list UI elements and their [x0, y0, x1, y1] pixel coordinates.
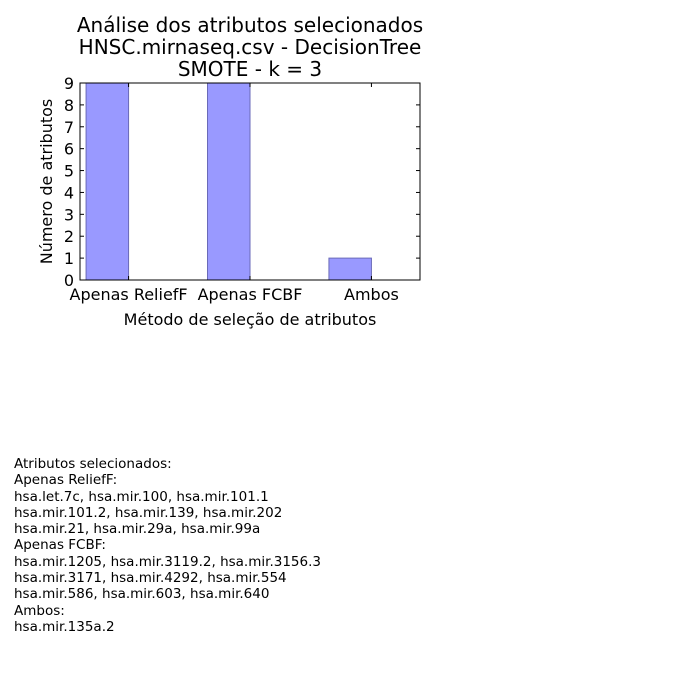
bar-apenas-fcbf: [207, 82, 251, 281]
bar-ambos: [328, 257, 372, 281]
chart-title: Análise dos atributos selecionados HNSC.…: [77, 13, 423, 81]
y-tick-label-4: 4: [64, 183, 74, 202]
y-axis-ticks: 0 1 2 3 4 5 6 7 8 9: [64, 74, 420, 290]
chart-title-line-2: HNSC.mirnaseq.csv - DecisionTree: [79, 35, 422, 59]
notes-line: Apenas FCBF:: [14, 537, 106, 554]
notes-line: Atributos selecionados:: [14, 456, 172, 472]
notes-line: hsa.mir.21, hsa.mir.29a, hsa.mir.99a: [14, 521, 261, 538]
x-tick-label-apenas-fcbf: Apenas FCBF: [198, 285, 303, 304]
y-tick-label-7: 7: [64, 118, 74, 137]
selected-attributes-notes: Atributos selecionados: Apenas ReliefF: hs…: [14, 456, 654, 635]
notes-line: hsa.mir.101.2, hsa.mir.139, hsa.mir.202: [14, 504, 283, 521]
y-axis-label: Número de atributos: [37, 99, 56, 265]
x-axis-ticks: Apenas ReliefF Apenas FCBF Ambos: [70, 83, 399, 304]
bar-apenas-relieff: [85, 82, 130, 281]
chart-title-line-3: SMOTE - k = 3: [178, 57, 322, 81]
y-tick-label-1: 1: [64, 249, 74, 268]
notes-line: hsa.mir.586, hsa.mir.603, hsa.mir.640: [14, 586, 270, 603]
y-tick-label-8: 8: [64, 96, 74, 115]
x-tick-label-apenas-relieff: Apenas ReliefF: [70, 285, 188, 304]
y-tick-label-9: 9: [64, 74, 74, 93]
notes-line: hsa.mir.3171, hsa.mir.4292, hsa.mir.554: [14, 570, 287, 587]
notes-line: Apenas ReliefF:: [14, 472, 118, 489]
y-tick-label-5: 5: [64, 162, 74, 181]
y-tick-label-3: 3: [64, 205, 74, 224]
bar-chart: Análise dos atributos selecionados HNSC.…: [37, 13, 423, 329]
y-tick-label-2: 2: [64, 227, 74, 246]
x-tick-label-ambos: Ambos: [344, 285, 399, 304]
y-tick-label-0: 0: [64, 271, 74, 290]
notes-line: hsa.mir.1205, hsa.mir.3119.2, hsa.mir.31…: [14, 553, 321, 570]
notes-line: hsa.mir.135a.2: [14, 618, 115, 635]
notes-line: Ambos:: [14, 602, 65, 619]
notes-line: hsa.let.7c, hsa.mir.100, hsa.mir.101.1: [14, 488, 269, 505]
bars: [85, 82, 372, 281]
x-axis-label: Método de seleção de atributos: [124, 310, 377, 329]
chart-title-line-1: Análise dos atributos selecionados: [77, 13, 423, 37]
y-tick-label-6: 6: [64, 140, 74, 159]
